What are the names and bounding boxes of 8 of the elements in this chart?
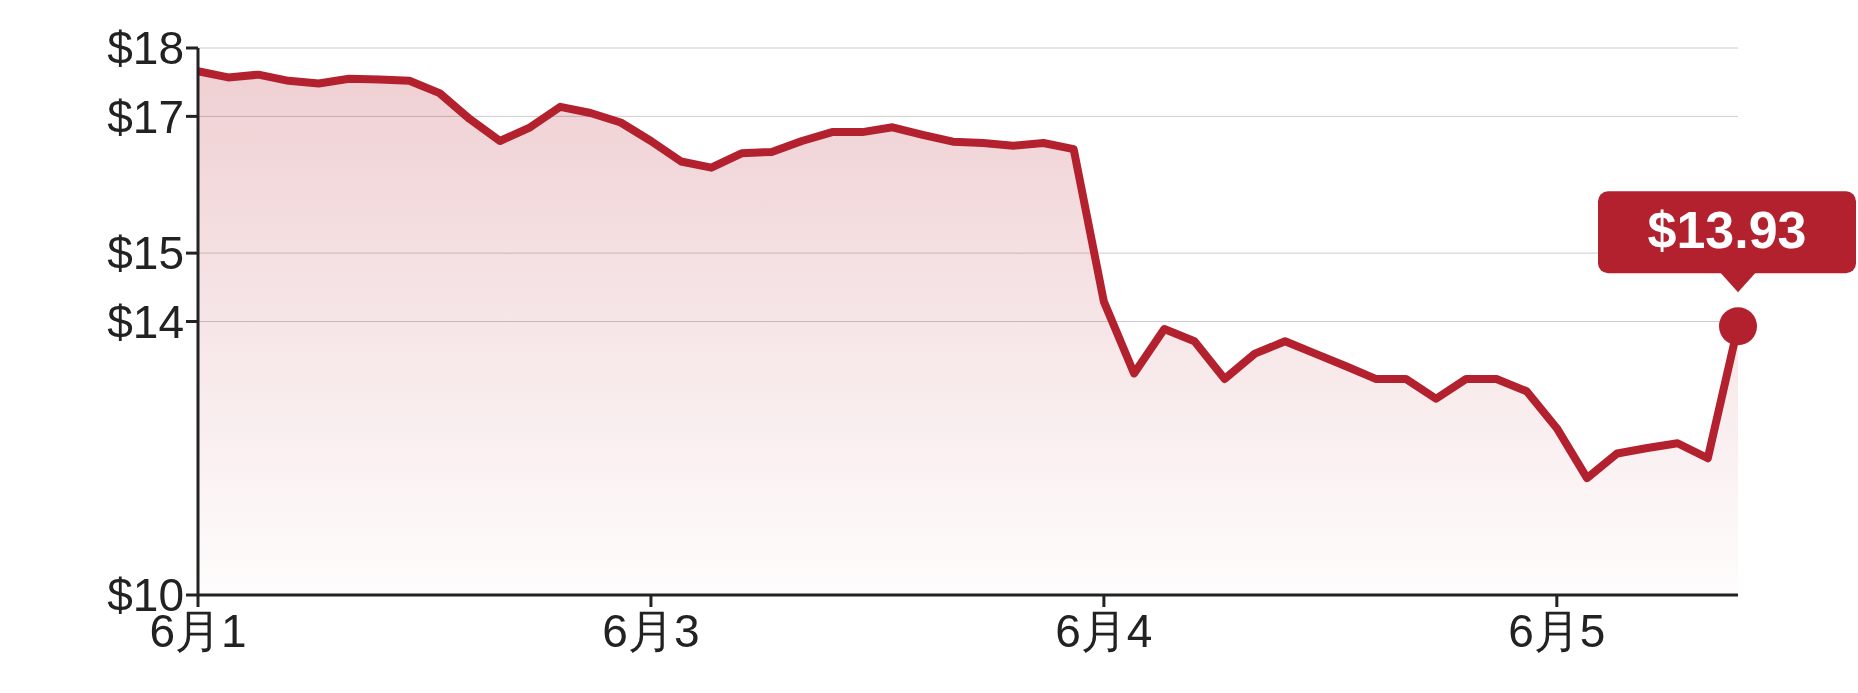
y-tick-label: $15 — [107, 227, 184, 280]
x-tick-label: 6月5 — [1508, 605, 1606, 657]
annotation: $13.93 — [1647, 201, 1807, 260]
x-tick-label: 6月4 — [1055, 605, 1153, 657]
y-tick-label: $17 — [107, 90, 184, 143]
y-tick-label: $14 — [107, 295, 184, 348]
y-tick-label: $18 — [107, 22, 184, 75]
x-tick-label: 6月3 — [602, 605, 700, 657]
